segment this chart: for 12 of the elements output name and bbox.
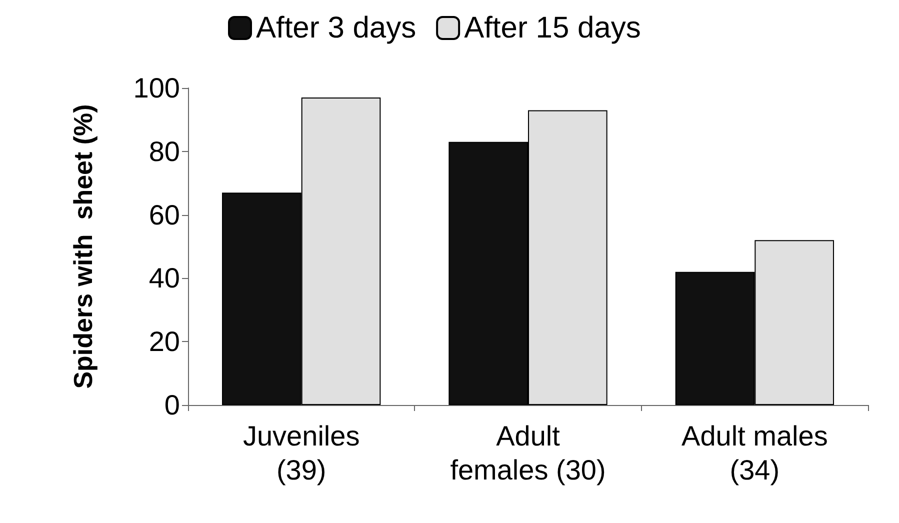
- x-tick-label: Juveniles (39): [242, 420, 360, 486]
- y-tick-label: 80: [148, 136, 180, 167]
- legend-label: After 15 days: [464, 12, 641, 44]
- legend-label: After 3 days: [256, 12, 416, 44]
- y-tick-label: 40: [148, 262, 180, 294]
- y-tick-label: 100: [133, 72, 180, 104]
- y-axis-title: Spiders with sheet (%): [68, 104, 98, 389]
- x-tick-label: Adult males (34): [682, 420, 828, 486]
- y-tick-label: 60: [148, 199, 180, 230]
- x-tick-label: Adult females (30): [450, 420, 606, 486]
- y-tick-label: 0: [164, 390, 180, 420]
- y-tick-label: 20: [148, 326, 180, 358]
